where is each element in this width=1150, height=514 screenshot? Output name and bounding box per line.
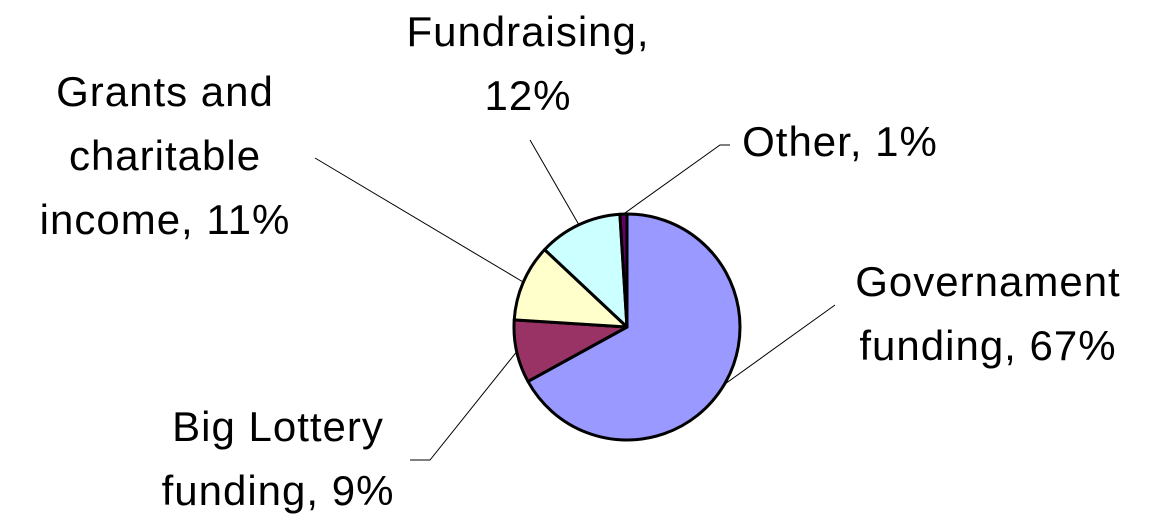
data-label: Governament funding, 67% <box>855 258 1121 369</box>
leader-line <box>529 139 580 226</box>
leader-line <box>314 157 524 283</box>
pie-slice <box>543 212 629 329</box>
data-label: Grants and charitable income, 11% <box>39 68 291 243</box>
leader-line <box>410 351 518 461</box>
pie-slice <box>526 212 742 442</box>
leader-line <box>723 304 836 385</box>
leader-line <box>623 144 730 215</box>
data-label: Big Lottery funding, 9% <box>161 403 395 514</box>
data-label: Fundraising, 12% <box>406 8 650 119</box>
pie-slice <box>512 248 629 329</box>
data-label: Other, 1% <box>742 118 938 165</box>
